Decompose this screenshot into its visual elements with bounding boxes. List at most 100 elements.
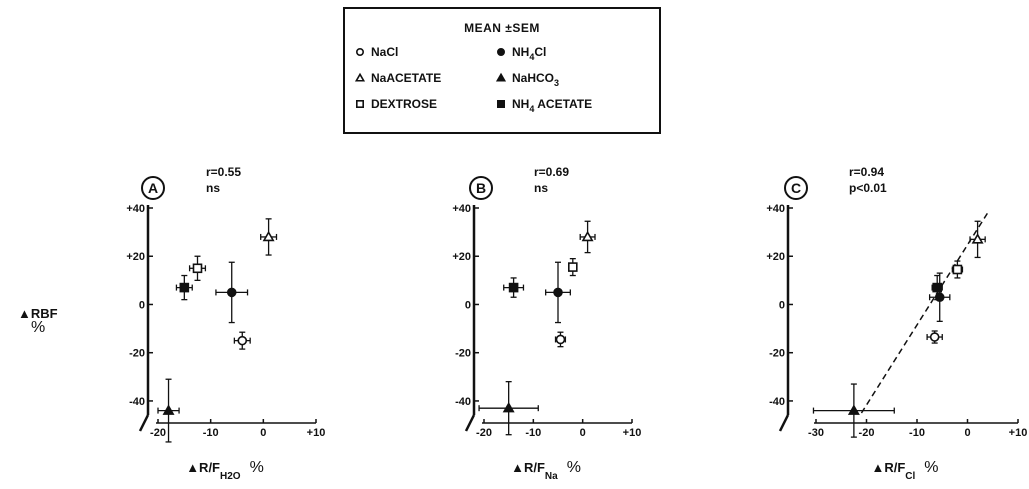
x-axis-label: ▲R/FH2O% [186, 459, 264, 482]
panel-letter: C [791, 180, 801, 196]
y-axis-label-main: ▲RBF [18, 306, 58, 321]
y-tick-label: +40 [766, 203, 785, 215]
x-tick-label: 0 [580, 427, 586, 439]
legend-marker-triangle-open [354, 72, 366, 82]
x-tick-label: -10 [525, 427, 541, 439]
legend-label: NH4 ACETATE [512, 97, 592, 114]
x-tick-label: -10 [203, 427, 219, 439]
y-tick-label: -20 [455, 348, 471, 360]
legend-items: NaCl NH4Cl NaACETATE NaHCO3 DEXTROSE NH4 ACET… [354, 45, 592, 114]
regression-line [860, 212, 989, 414]
legend-label: NaCl [371, 45, 398, 59]
data-point-group [175, 274, 193, 301]
legend-marker-square-filled [496, 100, 505, 109]
x-tick-label: -20 [859, 427, 875, 439]
data-point-circle-open [555, 334, 566, 345]
panel-letter: A [148, 180, 158, 196]
data-point-group [812, 383, 895, 438]
data-point-circle-filled [226, 287, 237, 298]
legend-label-tail: Cl [534, 45, 546, 59]
legend-label: NaACETATE [371, 71, 441, 85]
y-tick-label: 0 [779, 299, 785, 311]
legend: MEAN ±SEM NaCl NH4Cl NaACETATE NaHCO3 DEXTRO… [343, 7, 661, 134]
x-axis-label-subscript: Na [545, 471, 558, 482]
x-axis-label-unit: % [567, 459, 581, 476]
panel-a: Ar=0.55 ns +40 +20 0 -20 -40 -20 -10 0 +10 ▲R/FH2O% [126, 165, 325, 482]
y-tick-label: +20 [126, 251, 145, 263]
data-point-square-open [192, 263, 203, 274]
legend-label-tail: ACETATE [534, 97, 592, 111]
data-point-triangle-open [581, 230, 594, 242]
legend-item: NaHCO3 [495, 71, 559, 88]
panel-letter-circle [784, 176, 808, 200]
x-tick-label: -30 [808, 427, 824, 439]
axis-break [138, 414, 150, 432]
y-tick-label: +40 [452, 203, 471, 215]
data-point-group [567, 257, 578, 277]
significance-label: ns [534, 181, 548, 195]
data-point-group [478, 380, 539, 436]
x-tick-label: 0 [964, 427, 970, 439]
significance-label: p<0.01 [849, 181, 887, 195]
panel-c: Cr=0.94 p<0.01 +40 +20 0 -20 -40 -30 -20 -10 0 +10 ▲… [766, 165, 1027, 482]
x-axis-label-main: ▲R/F [186, 460, 220, 475]
legend-label-main: DEXTROSE [371, 97, 437, 111]
data-point-group [926, 330, 943, 344]
data-point-group [969, 220, 986, 259]
data-point-square-open [567, 262, 578, 272]
y-tick-label: -40 [769, 396, 785, 408]
data-point-triangle-filled [847, 404, 860, 415]
y-tick-label: -40 [455, 396, 471, 408]
legend-label: NH4Cl [512, 45, 546, 62]
legend-marker-square-open [355, 100, 364, 109]
data-point-group [503, 277, 525, 298]
correlation-label: r=0.55 [206, 165, 241, 179]
correlation-label: r=0.94 [849, 165, 884, 179]
legend-label: DEXTROSE [371, 97, 437, 111]
legend-title: MEAN ±SEM [464, 21, 540, 35]
x-axis-label-unit: % [250, 459, 264, 476]
x-tick-label: -20 [150, 427, 166, 439]
data-point-triangle-open [971, 233, 984, 244]
y-tick-label: 0 [465, 299, 471, 311]
y-axis-label: ▲RBF % [18, 306, 58, 336]
legend-item: NaCl [355, 45, 398, 59]
x-axis-label-main: ▲R/F [871, 460, 905, 475]
x-axis-label-subscript: Cl [905, 471, 915, 482]
legend-label: NaHCO3 [512, 71, 559, 88]
data-point-group [928, 272, 951, 323]
panel-b: Br=0.69 ns +40 +20 0 -20 -40 -20 -10 0 +10 ▲R/FNa% [452, 165, 641, 482]
data-point-group [188, 255, 207, 282]
x-tick-label: +10 [623, 427, 642, 439]
y-tick-label: -20 [129, 348, 145, 360]
axis-break [778, 414, 790, 432]
x-tick-label: 0 [260, 427, 266, 439]
x-axis-label-subscript: H2O [220, 471, 241, 482]
axis-break [464, 414, 476, 432]
legend-marker-circle-open [355, 47, 364, 56]
y-tick-label: -20 [769, 348, 785, 360]
data-point-group [233, 331, 251, 350]
data-point-circle-open [237, 335, 248, 346]
data-point-triangle-filled [162, 404, 175, 415]
x-tick-label: +10 [307, 427, 326, 439]
x-axis-label: ▲R/FNa% [511, 459, 581, 482]
legend-item: NH4 ACETATE [496, 97, 592, 114]
legend-marker-circle-filled [496, 47, 505, 56]
panel-letter-circle [469, 176, 493, 200]
data-point-group [215, 261, 249, 324]
legend-marker-triangle-filled [495, 72, 507, 82]
x-tick-label: -10 [909, 427, 925, 439]
x-axis-label: ▲R/FCl% [871, 459, 938, 482]
data-point-triangle-filled [502, 401, 515, 413]
data-point-square-filled [508, 282, 519, 293]
y-axis-label-unit: % [31, 319, 45, 336]
data-point-square-open [952, 264, 963, 275]
legend-box [343, 7, 661, 134]
legend-item: NaACETATE [354, 71, 441, 85]
data-point-group [157, 378, 180, 443]
data-point-group [951, 260, 964, 279]
y-tick-label: +20 [452, 251, 471, 263]
